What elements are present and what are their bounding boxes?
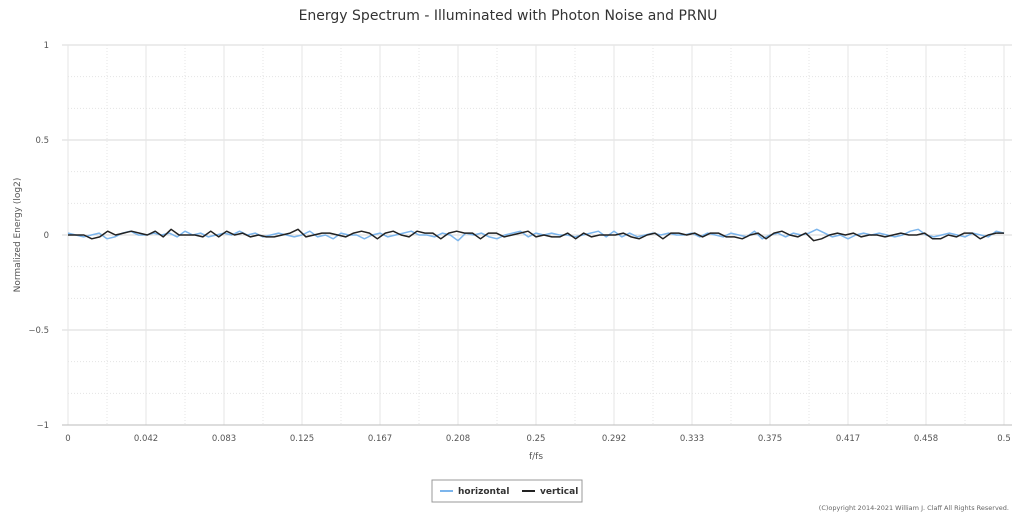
chart-title: Energy Spectrum - Illuminated with Photo… bbox=[299, 8, 718, 24]
x-tick-label: 0.208 bbox=[446, 434, 470, 444]
copyright-notice: (C)opyright 2014-2021 William J. Claff A… bbox=[819, 504, 1009, 512]
x-tick-label: 0.125 bbox=[290, 434, 314, 444]
x-tick-label: 0.375 bbox=[758, 434, 782, 444]
x-tick-label: 0.333 bbox=[680, 434, 704, 444]
y-tick-label: −1 bbox=[36, 421, 49, 431]
x-tick-label: 0.083 bbox=[212, 434, 236, 444]
x-tick-label: 0.25 bbox=[527, 434, 546, 444]
legend-item-vertical[interactable]: vertical bbox=[522, 487, 578, 497]
y-tick-label: 0.5 bbox=[35, 136, 49, 146]
legend-item-horizontal[interactable]: horizontal bbox=[440, 487, 509, 497]
series-lines bbox=[67, 228, 1005, 242]
legend-box bbox=[431, 479, 583, 503]
y-axis-label: Normalized Energy (log2) bbox=[13, 178, 23, 293]
axes: 0 0.042 0.083 0.125 0.167 0.208 0.25 0.292 0.333… bbox=[28, 41, 1012, 444]
x-tick-label: 0.458 bbox=[914, 434, 938, 444]
series-line-vertical[interactable] bbox=[68, 228, 1004, 242]
x-tick-label: 0.5 bbox=[997, 434, 1011, 444]
x-axis-label: f/fs bbox=[529, 452, 543, 462]
legend: horizontal vertical bbox=[431, 479, 583, 503]
x-tick-label: 0.417 bbox=[836, 434, 860, 444]
legend-label-horizontal: horizontal bbox=[458, 487, 509, 497]
x-tick-label: 0 bbox=[65, 434, 70, 444]
x-tick-label: 0.167 bbox=[368, 434, 392, 444]
y-tick-label: 1 bbox=[44, 41, 49, 51]
y-tick-label: −0.5 bbox=[28, 326, 49, 336]
x-tick-label: 0.042 bbox=[134, 434, 158, 444]
y-tick-label: 0 bbox=[44, 231, 49, 241]
x-tick-label: 0.292 bbox=[602, 434, 626, 444]
legend-label-vertical: vertical bbox=[540, 487, 578, 497]
